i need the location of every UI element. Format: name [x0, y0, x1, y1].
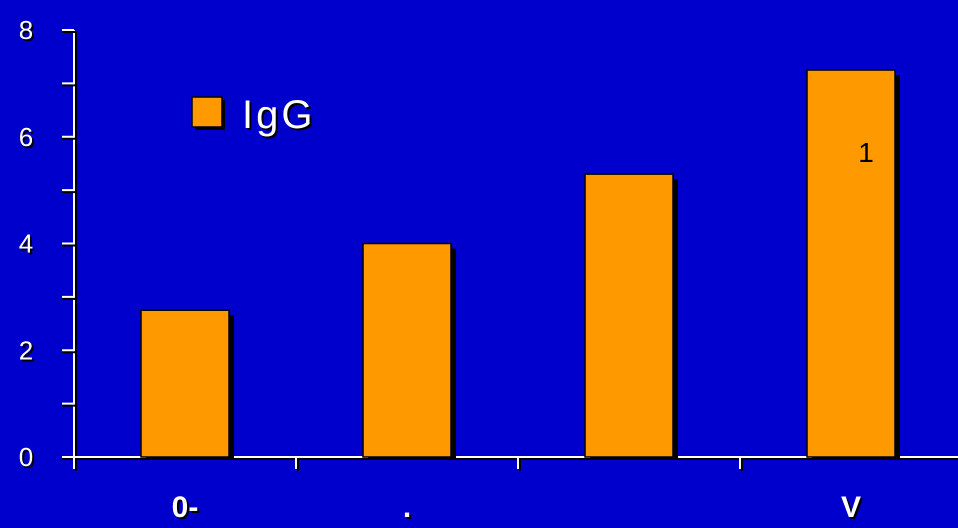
- legend-label-shadow: IgG: [244, 95, 317, 139]
- y-tick-label: 6: [19, 122, 33, 152]
- legend-label: IgG: [242, 93, 315, 137]
- y-tick-label-shadow: 2: [21, 337, 35, 367]
- bars: 1: [140, 69, 900, 460]
- bar: [140, 309, 230, 458]
- x-category-label: 0-: [172, 491, 199, 524]
- y-tick-label: 4: [19, 229, 33, 259]
- legend: IgG IgG: [191, 93, 317, 139]
- y-tick-label-shadow: 8: [21, 17, 35, 47]
- x-category-label-shadow: V: [843, 493, 863, 526]
- y-tick-label: 0: [19, 442, 33, 472]
- y-tick-label-shadow: 4: [21, 231, 35, 261]
- legend-swatch: [191, 96, 223, 128]
- y-tick-label: 2: [19, 335, 33, 365]
- bar-data-label: 1: [858, 137, 874, 168]
- x-category-label: V: [841, 491, 861, 524]
- bar: [806, 69, 896, 458]
- y-tick-label-shadow: 6: [21, 124, 35, 154]
- y-tick-label: 8: [19, 15, 33, 45]
- bar: [584, 173, 674, 458]
- bar: [362, 242, 452, 458]
- y-tick-label-shadow: 0: [21, 444, 35, 474]
- x-category-label-shadow: 0-: [174, 493, 201, 526]
- x-category-label-shadow: .: [405, 493, 413, 526]
- x-category-label: .: [403, 491, 411, 524]
